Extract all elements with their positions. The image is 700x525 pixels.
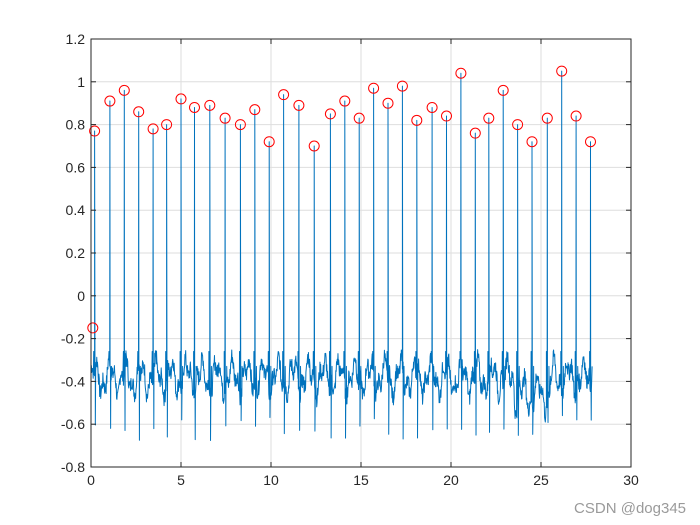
y-tick-label: 0.6 <box>66 159 86 175</box>
peak-marker <box>339 95 351 107</box>
peak-marker <box>87 322 99 334</box>
peak-marker <box>278 89 290 101</box>
peak-marker <box>541 112 553 124</box>
x-tick-label: 0 <box>87 472 95 488</box>
y-tick-label: -0.4 <box>61 373 85 389</box>
y-tick-label: 0.2 <box>66 245 86 261</box>
peak-marker <box>512 119 524 131</box>
peak-marker <box>204 99 216 111</box>
peak-marker <box>426 101 438 113</box>
y-tick-label: 0.4 <box>66 202 86 218</box>
y-tick-label: -0.8 <box>61 459 85 475</box>
axis-ticks: 0 5 10 15 20 25 30 -0.8 -0.6 -0.4 -0.2 0 0.2 0.4 0.6 0.… <box>61 31 639 488</box>
peak-marker <box>175 93 187 105</box>
y-tick-label: 0 <box>77 288 85 304</box>
peak-markers <box>87 65 596 334</box>
peak-marker <box>483 112 495 124</box>
peak-marker <box>189 101 200 113</box>
peak-marker <box>249 104 261 116</box>
x-tick-label: 5 <box>177 472 185 488</box>
peak-marker <box>382 97 394 109</box>
peak-marker <box>469 127 481 139</box>
peak-marker <box>570 110 582 122</box>
y-tick-label: 1 <box>77 74 85 90</box>
peak-marker <box>293 99 305 111</box>
peak-marker <box>234 119 246 131</box>
peak-marker <box>585 136 596 148</box>
peak-marker <box>161 119 173 131</box>
peak-marker <box>133 106 145 118</box>
peak-marker <box>219 112 231 124</box>
x-tick-label: 20 <box>443 472 459 488</box>
y-tick-label: -0.6 <box>61 416 85 432</box>
peak-marker <box>411 114 423 126</box>
y-tick-label: -0.2 <box>61 331 85 347</box>
peak-marker <box>263 136 275 148</box>
signal-series <box>90 70 593 442</box>
x-tick-label: 15 <box>353 472 369 488</box>
peak-marker <box>89 125 101 137</box>
peak-marker <box>324 108 336 120</box>
x-tick-label: 10 <box>263 472 279 488</box>
peak-marker <box>396 80 408 92</box>
peak-marker <box>118 84 130 96</box>
peak-marker <box>368 82 380 94</box>
x-tick-label: 25 <box>533 472 549 488</box>
peak-marker <box>104 95 116 107</box>
y-tick-label: 0.8 <box>66 117 86 133</box>
peak-marker <box>441 110 452 122</box>
peak-marker <box>455 67 467 79</box>
peak-marker <box>556 65 568 77</box>
peak-marker <box>353 112 365 124</box>
peak-marker <box>308 140 320 152</box>
ecg-signal-line <box>90 70 593 442</box>
peak-marker <box>526 136 538 148</box>
watermark: CSDN @dog345 <box>574 500 686 517</box>
peak-marker <box>497 84 509 96</box>
y-tick-label: 1.2 <box>66 31 86 47</box>
x-tick-label: 30 <box>623 472 639 488</box>
peak-marker <box>147 123 159 135</box>
